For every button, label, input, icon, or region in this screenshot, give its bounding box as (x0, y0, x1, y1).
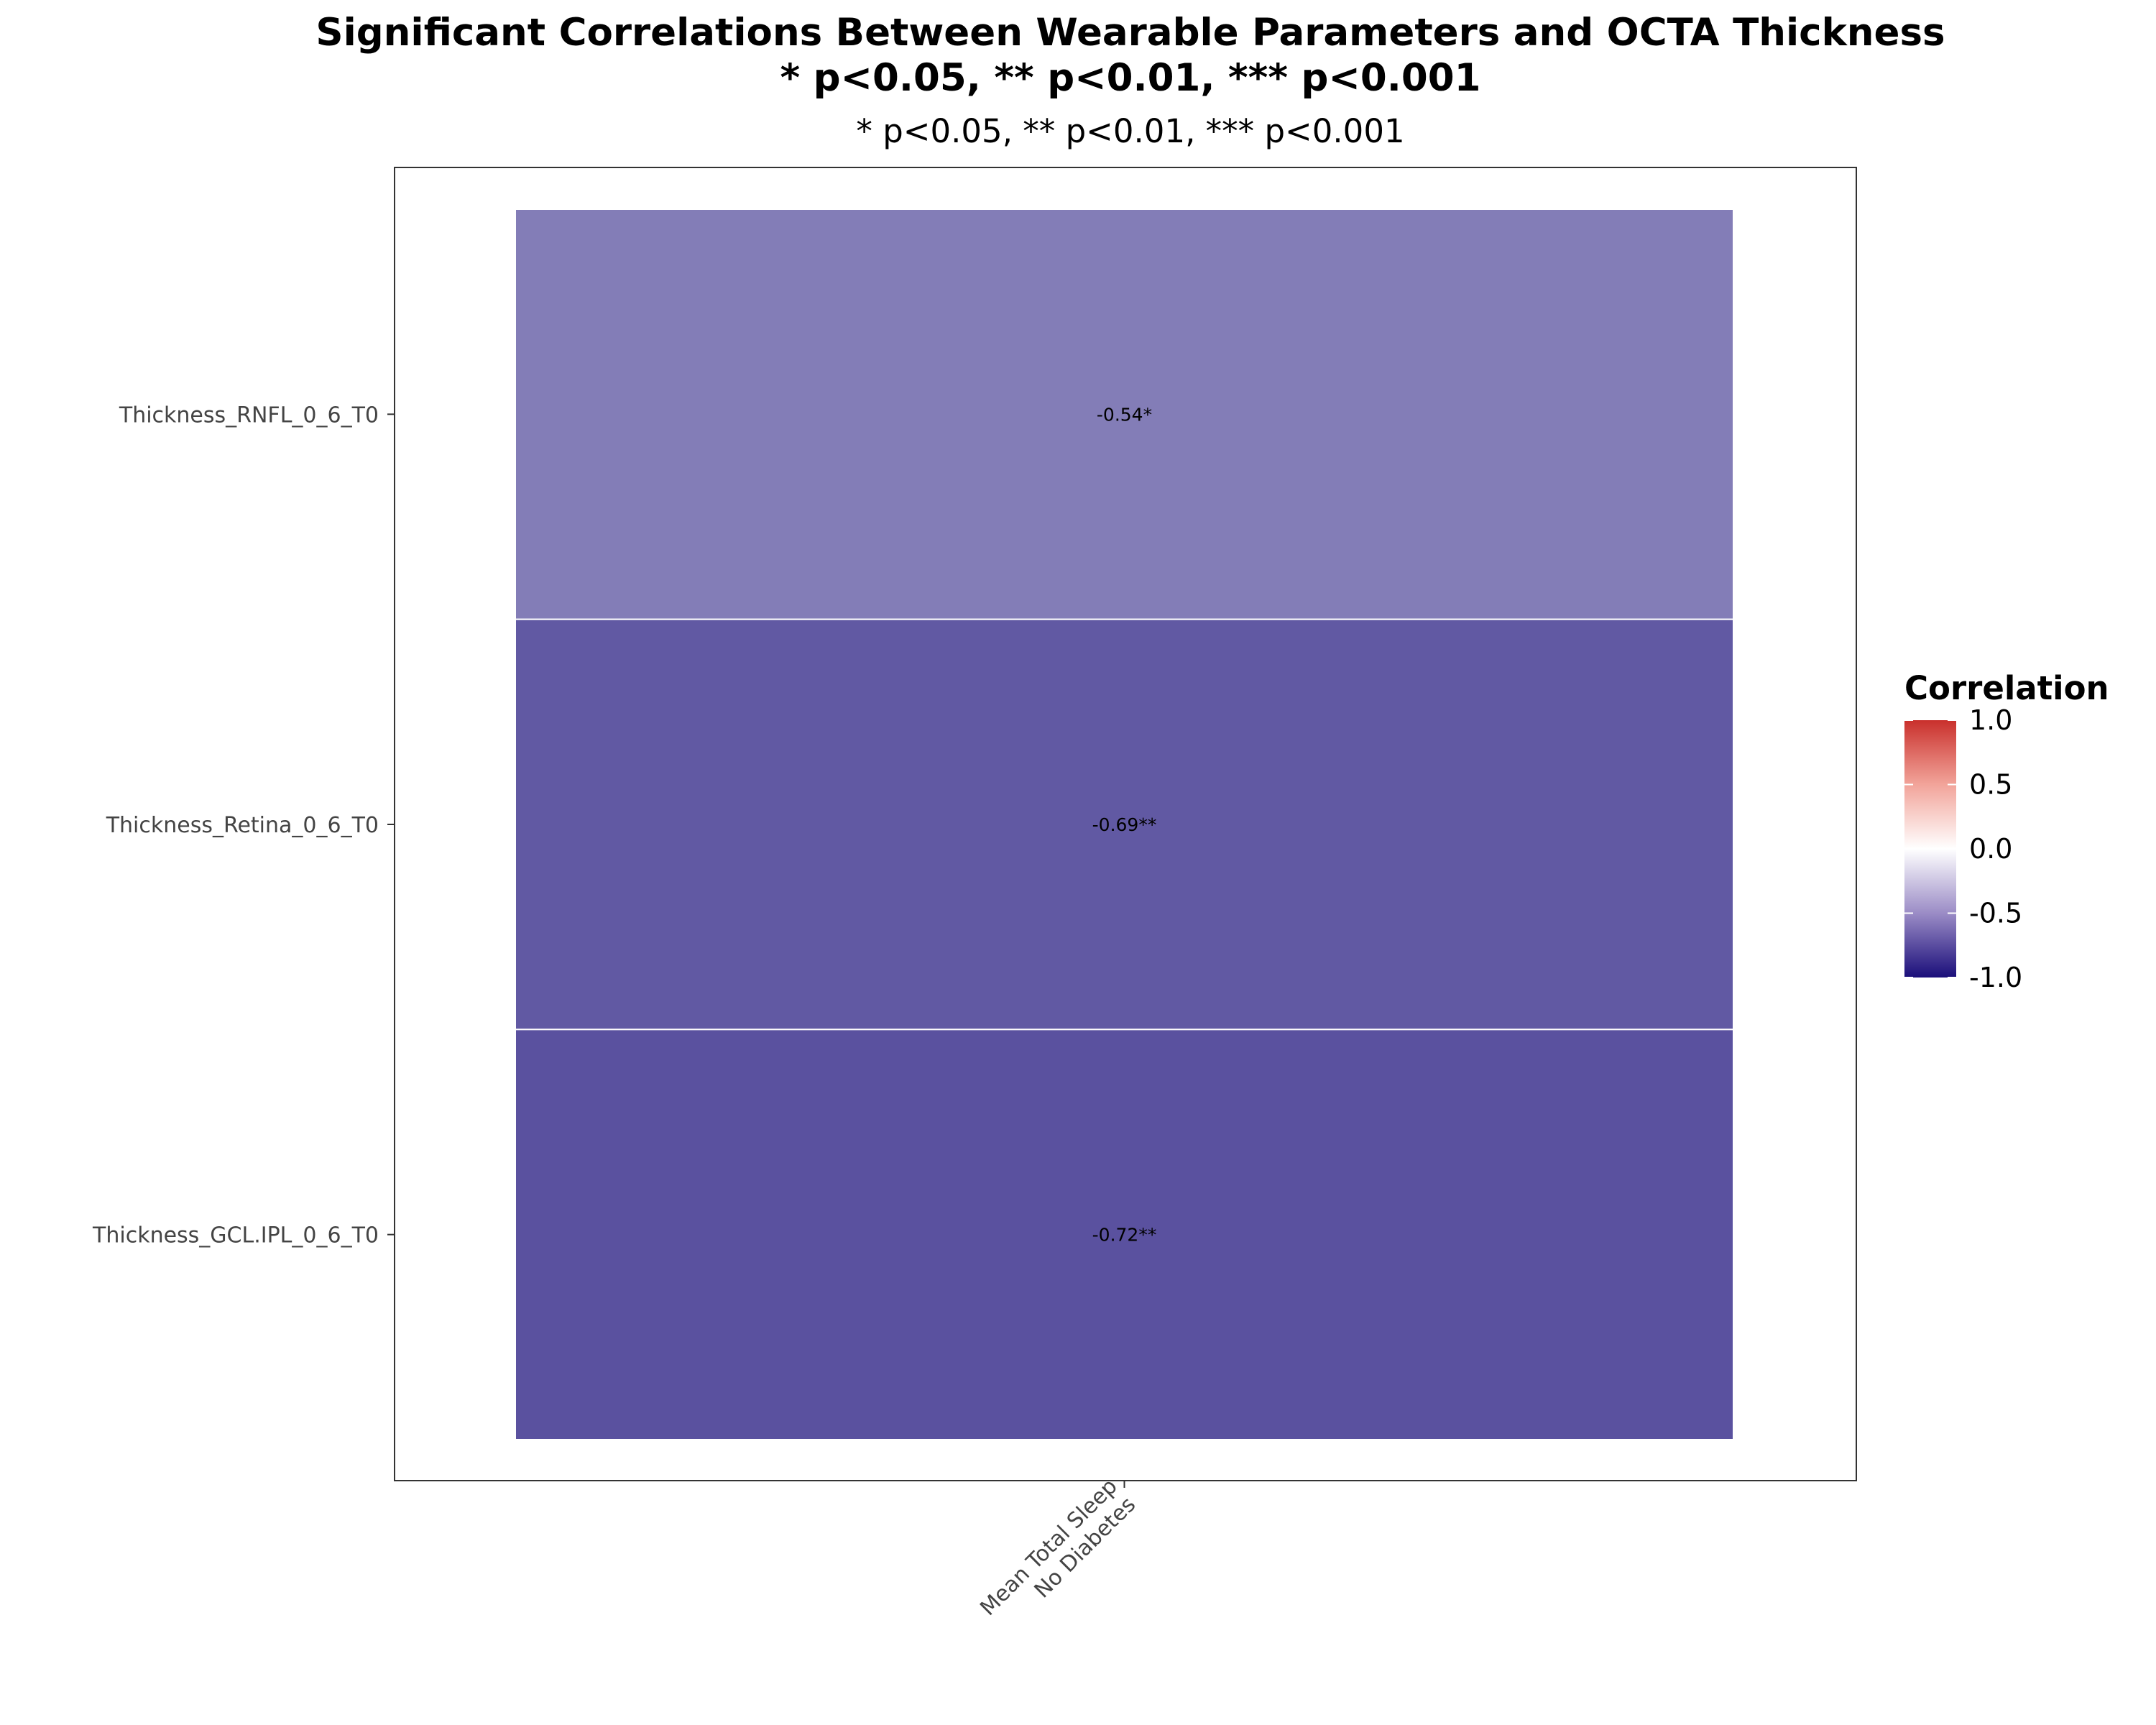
legend-tick-label: -1.0 (1969, 962, 2022, 993)
legend: Correlation 1.0 0.5 0.0 -0.5 -1.0 (1904, 669, 2109, 993)
heatmap-cell (515, 1029, 1734, 1441)
legend-tick-label: 1.0 (1969, 704, 2012, 736)
cell-value-label: -0.69** (1092, 814, 1157, 835)
y-tick-label: Thickness_Retina_0_6_T0 (106, 813, 379, 838)
chart-title-line2: * p<0.05, ** p<0.01, *** p<0.001 (780, 56, 1480, 100)
y-axis: Thickness_RNFL_0_6_T0 Thickness_Retina_0_… (92, 402, 395, 1248)
legend-tick-label: 0.5 (1969, 769, 2012, 801)
legend-title: Correlation (1904, 669, 2109, 707)
y-tick-label: Thickness_GCL.IPL_0_6_T0 (92, 1223, 379, 1248)
heatmap-cell-labels: -0.54* -0.69** -0.72** (1092, 404, 1157, 1245)
legend-ticks: 1.0 0.5 0.0 -0.5 -1.0 (1904, 704, 2022, 993)
legend-tick-label: 0.0 (1969, 833, 2012, 865)
cell-value-label: -0.54* (1097, 404, 1152, 425)
heatmap-cells (515, 208, 1734, 1441)
legend-tick-label: -0.5 (1969, 898, 2022, 929)
chart-subtitle: * p<0.05, ** p<0.01, *** p<0.001 (856, 112, 1404, 150)
heatmap-cell (515, 618, 1734, 1031)
chart-title-line1: Significant Correlations Between Wearabl… (315, 11, 1945, 55)
heatmap-cell (515, 208, 1734, 620)
cell-value-label: -0.72** (1092, 1225, 1157, 1246)
y-tick-label: Thickness_RNFL_0_6_T0 (119, 402, 379, 428)
